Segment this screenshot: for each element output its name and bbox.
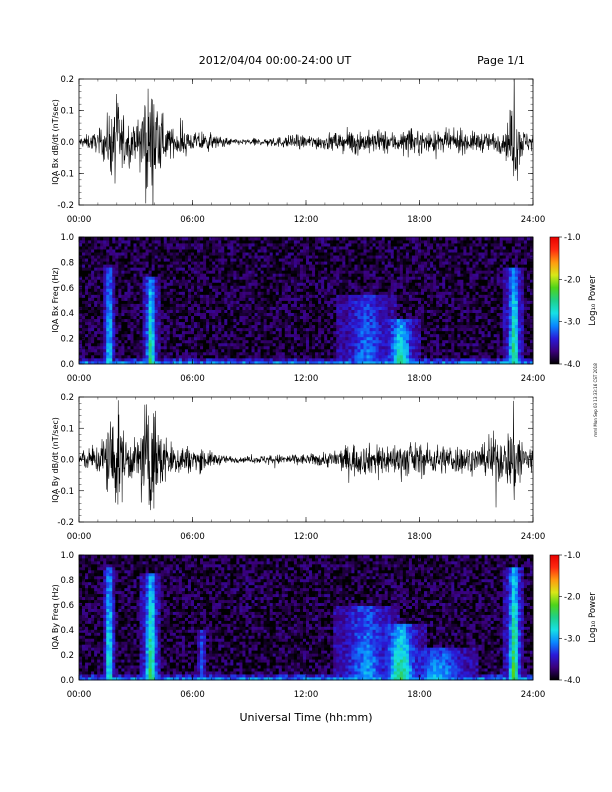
colorbar-tick-label: -1.0 bbox=[564, 233, 581, 243]
y-tick-label: 0.2 bbox=[60, 335, 74, 345]
y-tick-label: 0.8 bbox=[60, 258, 74, 268]
y-tick-label: 0.0 bbox=[60, 676, 74, 686]
y-tick-label: 0.0 bbox=[60, 456, 74, 466]
signal-trace bbox=[79, 79, 533, 205]
x-tick-label: 00:00 bbox=[67, 532, 92, 542]
y-axis-label: IQA Bx Freq (Hz) bbox=[51, 267, 60, 333]
x-tick-label: 06:00 bbox=[180, 374, 205, 384]
x-tick-label: 24:00 bbox=[521, 374, 546, 384]
colorbar-tick-label: -3.0 bbox=[564, 634, 581, 644]
x-tick-label: 24:00 bbox=[521, 690, 546, 700]
x-tick-label: 00:00 bbox=[67, 215, 92, 225]
signal-trace bbox=[79, 400, 533, 511]
x-tick-label: 12:00 bbox=[294, 374, 319, 384]
colorbar-tick-label: -4.0 bbox=[564, 360, 581, 370]
x-tick-label: 00:00 bbox=[67, 690, 92, 700]
y-tick-label: -0.1 bbox=[57, 170, 74, 180]
x-tick-label: 18:00 bbox=[407, 215, 432, 225]
y-tick-label: -0.2 bbox=[57, 201, 74, 211]
chart-panel-1: -0.2 -0.1 0.0 0.1 0.2 00:00 06:00 12:00 18:00 24:… bbox=[51, 75, 546, 225]
x-tick-label: 18:00 bbox=[407, 374, 432, 384]
y-tick-label: -0.1 bbox=[57, 487, 74, 497]
colorbar-tick-label: -2.0 bbox=[564, 275, 581, 285]
x-tick-label: 12:00 bbox=[294, 532, 319, 542]
chart-panel-4: -1.0 -2.0 -3.0 -4.0 Log₁₀ Power 0.0 0.2 0.4 0.6 0… bbox=[51, 551, 598, 700]
y-tick-label: 0.2 bbox=[60, 651, 74, 661]
colorbar bbox=[549, 236, 560, 365]
x-tick-label: 12:00 bbox=[294, 690, 319, 700]
colorbar-tick-label: -1.0 bbox=[564, 551, 581, 561]
generation-stamp: mml Mon Sep 03 13:33:16 CST 2018 bbox=[593, 363, 598, 437]
page-number: Page 1/1 bbox=[477, 54, 525, 67]
y-tick-label: 0.6 bbox=[60, 601, 74, 611]
report-date-range: 2012/04/04 00:00-24:00 UT bbox=[199, 54, 352, 67]
y-tick-label: 0.4 bbox=[60, 626, 74, 636]
y-tick-label: -0.2 bbox=[57, 518, 74, 528]
y-tick-label: 0.6 bbox=[60, 284, 74, 294]
y-axis-label: IQA By dB/dt (nT/sec) bbox=[51, 417, 60, 503]
x-tick-label: 06:00 bbox=[180, 532, 205, 542]
colorbar-title: Log₁₀ Power bbox=[588, 275, 598, 326]
y-tick-label: 1.0 bbox=[60, 551, 74, 561]
colorbar-tick-label: -3.0 bbox=[564, 318, 581, 328]
chart-panel-2: -1.0 -2.0 -3.0 -4.0 Log₁₀ Power 0.0 0.2 0.4 0.6 0… bbox=[51, 233, 598, 384]
y-tick-label: 0.4 bbox=[60, 309, 74, 319]
y-tick-label: 0.8 bbox=[60, 576, 74, 586]
chart-panel-3: -0.2 -0.1 0.0 0.1 0.2 00:00 06:00 12:00 18:00 24:… bbox=[51, 393, 545, 542]
y-tick-label: 0.2 bbox=[60, 393, 74, 403]
spectrogram-heatmap bbox=[79, 555, 534, 681]
y-tick-label: 0.1 bbox=[60, 424, 74, 434]
x-tick-label: 24:00 bbox=[521, 532, 546, 542]
y-tick-label: 0.0 bbox=[60, 138, 74, 148]
y-tick-label: 1.0 bbox=[60, 233, 74, 243]
x-tick-label: 00:00 bbox=[67, 374, 92, 384]
x-axis-title: Universal Time (hh:mm) bbox=[240, 711, 373, 724]
y-tick-label: 0.0 bbox=[60, 360, 74, 370]
y-tick-label: 0.1 bbox=[60, 107, 74, 117]
plot-frame bbox=[78, 78, 534, 206]
spectrogram-heatmap bbox=[79, 237, 534, 365]
y-axis-label: IQA By Freq (Hz) bbox=[51, 584, 60, 650]
x-tick-label: 06:00 bbox=[180, 690, 205, 700]
x-tick-label: 24:00 bbox=[521, 215, 546, 225]
x-tick-label: 18:00 bbox=[407, 690, 432, 700]
colorbar-tick-label: -2.0 bbox=[564, 593, 581, 603]
x-tick-label: 12:00 bbox=[294, 215, 319, 225]
x-tick-label: 06:00 bbox=[180, 215, 205, 225]
colorbar bbox=[549, 554, 560, 681]
y-axis-label: IQA Bx dB/dt (nT/sec) bbox=[51, 99, 60, 185]
y-tick-label: 0.2 bbox=[60, 75, 74, 85]
colorbar-tick-label: -4.0 bbox=[564, 676, 581, 686]
colorbar-title: Log₁₀ Power bbox=[588, 592, 598, 643]
x-tick-label: 18:00 bbox=[407, 532, 432, 542]
